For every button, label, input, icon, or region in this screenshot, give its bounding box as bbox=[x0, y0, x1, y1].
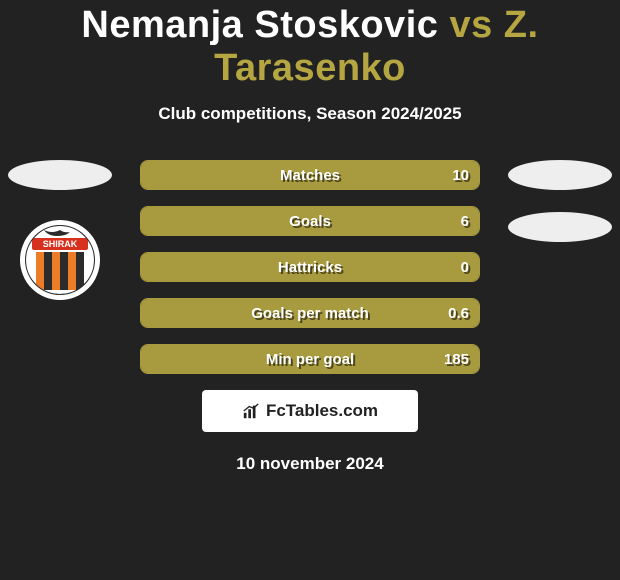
brand-text: FcTables.com bbox=[266, 401, 378, 421]
comparison-arena: SHIRAK Matches 10 Goals 6 bbox=[0, 160, 620, 474]
stat-value: 0 bbox=[461, 253, 469, 281]
stat-label: Goals bbox=[141, 207, 479, 235]
stat-label: Min per goal bbox=[141, 345, 479, 373]
stat-value: 185 bbox=[444, 345, 469, 373]
stat-label: Hattricks bbox=[141, 253, 479, 281]
stat-label: Matches bbox=[141, 161, 479, 189]
placeholder-oval-left bbox=[8, 160, 112, 190]
stat-row-hattricks: Hattricks 0 bbox=[140, 252, 480, 282]
svg-text:SHIRAK: SHIRAK bbox=[43, 239, 78, 249]
shirak-badge-icon: SHIRAK bbox=[24, 224, 96, 296]
stat-row-matches: Matches 10 bbox=[140, 160, 480, 190]
page-title: Nemanja Stoskovic vs Z. Tarasenko bbox=[0, 0, 620, 90]
stat-row-goals-per-match: Goals per match 0.6 bbox=[140, 298, 480, 328]
stat-value: 6 bbox=[461, 207, 469, 235]
club-logo-left: SHIRAK bbox=[20, 220, 100, 300]
placeholder-oval-right-1 bbox=[508, 160, 612, 190]
player-left-name: Nemanja Stoskovic bbox=[81, 4, 438, 46]
stat-row-min-per-goal: Min per goal 185 bbox=[140, 344, 480, 374]
stat-value: 10 bbox=[452, 161, 469, 189]
stat-bars: Matches 10 Goals 6 Hattricks 0 Goals per… bbox=[140, 160, 480, 374]
date-line: 10 november 2024 bbox=[0, 454, 620, 474]
placeholder-oval-right-2 bbox=[508, 212, 612, 242]
subtitle: Club competitions, Season 2024/2025 bbox=[0, 104, 620, 124]
bar-chart-icon bbox=[242, 402, 260, 420]
stat-value: 0.6 bbox=[448, 299, 469, 327]
brand-box: FcTables.com bbox=[202, 390, 418, 432]
vs-separator: vs bbox=[449, 4, 492, 46]
stat-label: Goals per match bbox=[141, 299, 479, 327]
stat-row-goals: Goals 6 bbox=[140, 206, 480, 236]
